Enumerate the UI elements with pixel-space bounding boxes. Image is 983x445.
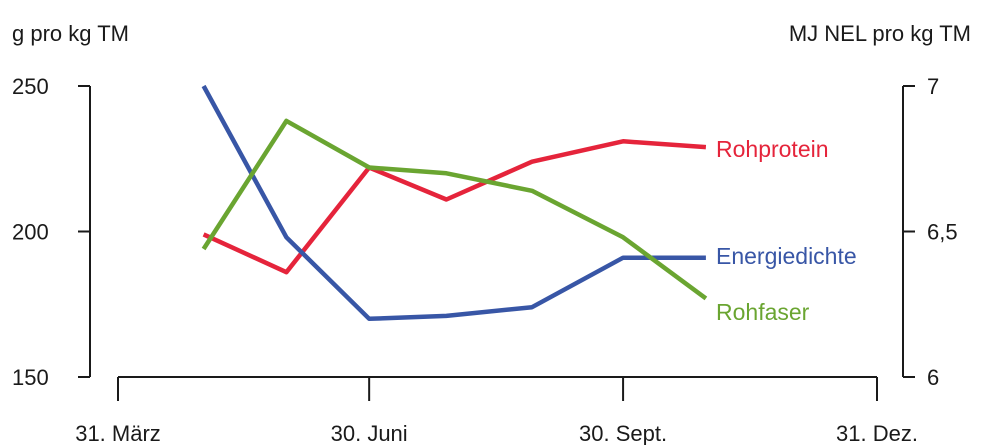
series-line-rohfaser bbox=[201, 118, 708, 301]
y-left-tick-label: 200 bbox=[12, 220, 49, 245]
x-tick-label: 30. Sept. bbox=[579, 421, 667, 445]
y-right-axis-title: MJ NEL pro kg TM bbox=[789, 21, 971, 46]
y-left-tick-label: 150 bbox=[12, 365, 49, 390]
series-label-rohfaser: Rohfaser bbox=[716, 299, 810, 325]
x-tick-label: 30. Juni bbox=[331, 421, 408, 445]
y-left-tick-label: 250 bbox=[12, 74, 49, 99]
x-tick-label: 31. März bbox=[75, 421, 161, 445]
series-label-rohprotein: Rohprotein bbox=[716, 136, 829, 162]
y-right-tick-label: 7 bbox=[927, 74, 939, 99]
y-left-axis-title: g pro kg TM bbox=[12, 21, 129, 46]
y-right-tick-label: 6,5 bbox=[927, 220, 958, 245]
series-label-energiedichte: Energiedichte bbox=[716, 243, 857, 269]
y-right-tick-label: 6 bbox=[927, 365, 939, 390]
series-labels: Rohprotein Energiedichte Rohfaser bbox=[716, 136, 857, 325]
series-line-rohprotein bbox=[202, 139, 707, 275]
series-lines bbox=[201, 84, 708, 322]
series-line-energiedichte bbox=[201, 84, 706, 322]
x-tick-label: 31. Dez. bbox=[836, 421, 918, 445]
axes: 150 200 250 6 6,5 7 31. März 30. Juni 30. Sept. 3… bbox=[12, 74, 958, 445]
